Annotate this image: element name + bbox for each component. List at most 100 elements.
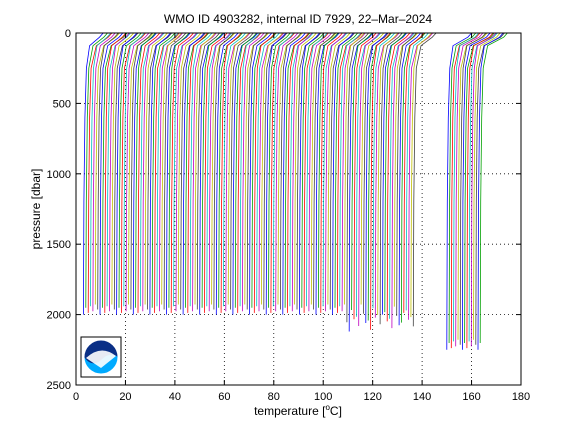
- profile-line: [403, 32, 425, 313]
- y-tick-label: 2000: [47, 310, 71, 322]
- profile-line: [106, 32, 131, 307]
- profile-line: [455, 32, 484, 347]
- profile-line: [161, 32, 182, 305]
- profile-line: [344, 32, 365, 305]
- profile-line: [227, 32, 250, 305]
- profile-line: [396, 32, 417, 316]
- profile-line: [348, 32, 374, 332]
- x-axis-label: temperature [oC]: [254, 403, 342, 418]
- profile-line: [457, 32, 488, 340]
- profile-line: [475, 32, 505, 345]
- profile-line: [104, 32, 127, 313]
- profile-line: [102, 32, 128, 308]
- profile-line: [201, 32, 224, 308]
- profile-line: [296, 32, 322, 310]
- y-tick-label: 1500: [47, 239, 71, 251]
- profile-line: [360, 32, 385, 305]
- profile-line: [135, 32, 156, 308]
- profile-line: [334, 32, 359, 308]
- profile-line: [320, 32, 343, 313]
- profile-line: [289, 32, 314, 307]
- profile-line: [270, 32, 295, 313]
- profile-line: [121, 32, 146, 313]
- profile-line: [332, 32, 354, 315]
- profile-line: [225, 32, 251, 312]
- profile-line: [466, 32, 494, 349]
- x-tick-label: 60: [218, 391, 230, 403]
- profile-line: [94, 32, 120, 305]
- profile-line: [97, 32, 119, 310]
- profile-line: [473, 32, 501, 340]
- profile-line: [370, 32, 391, 330]
- profile-line: [211, 32, 236, 305]
- profile-line: [265, 32, 287, 315]
- profile-line: [384, 32, 406, 313]
- profile-line: [367, 32, 392, 321]
- profile-line: [313, 32, 336, 310]
- profile-line: [180, 32, 206, 310]
- profile-line: [372, 32, 396, 309]
- profile-line: [325, 32, 347, 312]
- profile-line: [128, 32, 154, 305]
- profile-line: [450, 32, 481, 349]
- profile-line: [258, 32, 285, 312]
- profile-line: [356, 32, 381, 317]
- profile-line: [470, 32, 497, 347]
- plot-frame: [75, 32, 522, 386]
- x-tick-label: 20: [119, 391, 131, 403]
- plot-area: [75, 32, 522, 386]
- x-tick-label: 40: [169, 391, 181, 403]
- profile-line: [140, 32, 165, 307]
- profile-line: [251, 32, 277, 308]
- profile-line: [365, 32, 388, 324]
- profile-line: [310, 32, 337, 305]
- profile-line: [462, 32, 491, 350]
- profile-line: [151, 32, 176, 308]
- profile-lines: [83, 32, 508, 350]
- profile-line: [391, 32, 414, 329]
- profile-line: [185, 32, 210, 308]
- profile-line: [175, 32, 198, 312]
- axis-ticks: [75, 32, 522, 386]
- x-tick-label: 100: [314, 391, 332, 403]
- profile-line: [218, 32, 243, 308]
- profile-line: [194, 32, 216, 305]
- profile-line: [459, 32, 487, 345]
- profile-line: [206, 32, 232, 307]
- profile-line: [275, 32, 299, 312]
- profile-line: [389, 32, 415, 319]
- profile-line: [177, 32, 202, 305]
- profile-line: [213, 32, 235, 310]
- profile-line: [163, 32, 187, 310]
- profile-line: [358, 32, 380, 327]
- x-tick-label: 140: [413, 391, 431, 403]
- profile-line: [204, 32, 228, 313]
- profile-line: [223, 32, 247, 307]
- profile-line: [277, 32, 303, 305]
- profile-line: [446, 32, 472, 350]
- profile-line: [398, 32, 422, 326]
- profile-line: [132, 32, 157, 315]
- profile-line: [142, 32, 164, 312]
- profile-line: [137, 32, 161, 313]
- profile-line: [173, 32, 199, 307]
- profile-line: [256, 32, 280, 307]
- profile-line: [346, 32, 369, 323]
- profile-line: [192, 32, 217, 312]
- profile-line: [230, 32, 254, 310]
- profile-line: [159, 32, 183, 312]
- y-tick-label: 1000: [47, 169, 71, 181]
- profile-line: [327, 32, 351, 305]
- profile-line: [149, 32, 171, 315]
- profile-line: [189, 32, 213, 307]
- profile-line: [232, 32, 259, 315]
- profile-line: [261, 32, 284, 305]
- profile-line: [113, 32, 139, 310]
- profile-line: [341, 32, 366, 312]
- profile-line: [253, 32, 276, 313]
- profile-line: [116, 32, 138, 315]
- y-tick-label: 0: [65, 28, 71, 40]
- chart-title: WMO ID 4903282, internal ID 7929, 22–Mar…: [164, 12, 432, 26]
- profile-line: [377, 32, 399, 316]
